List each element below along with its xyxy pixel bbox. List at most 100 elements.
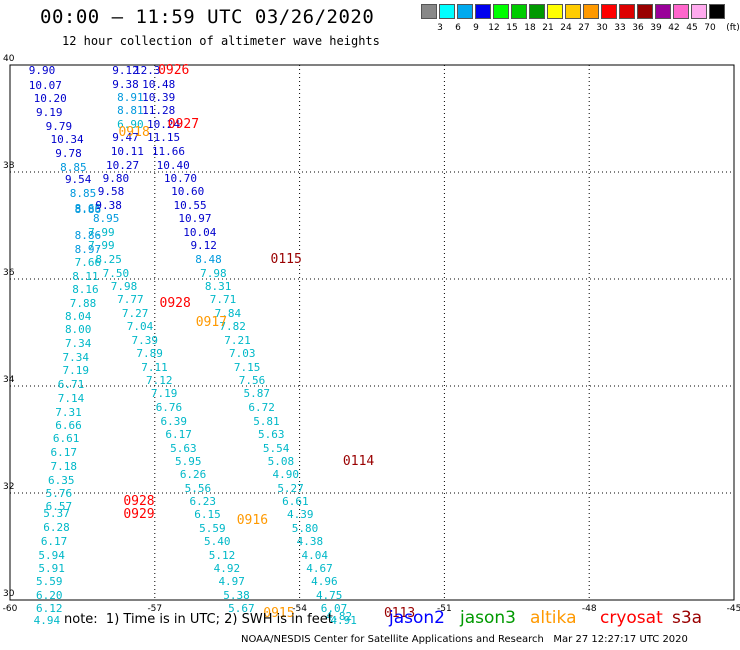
legend-label: 18 (524, 23, 536, 33)
wave-height-value: 4.67 (306, 561, 333, 575)
wave-height-value: 8.86 (74, 228, 102, 242)
wave-height-value: 6.12 (35, 602, 63, 616)
pass-time-label: 0114 (342, 453, 375, 469)
wave-height-value: 5.63 (258, 428, 285, 442)
wave-height-value: 7.11 (141, 360, 168, 374)
wave-height-value: 7.99 (88, 225, 115, 239)
wave-height-value: 10.70 (163, 171, 198, 185)
wave-height-value: 10.39 (142, 91, 176, 105)
lat-tick-label: 30 (3, 589, 15, 599)
legend-swatch (529, 4, 545, 19)
wave-height-value: 6.72 (248, 401, 275, 415)
wave-height-value: 10.97 (178, 212, 212, 225)
wave-height-value: 4.91 (330, 614, 357, 628)
lat-tick-label: 34 (3, 375, 15, 385)
pass-time-label: 0926 (158, 63, 190, 79)
wave-height-value: 7.89 (136, 347, 163, 361)
lon-tick-label: -57 (147, 604, 162, 614)
wave-height-value: 7.27 (121, 306, 149, 320)
wave-height-value: 5.59 (35, 575, 63, 589)
wave-height-value: 4.90 (272, 468, 299, 482)
lon-tick-label: -45 (727, 604, 740, 614)
wave-height-value: 7.77 (117, 293, 144, 307)
wave-height-value: 5.81 (253, 414, 280, 428)
wave-height-value: 5.76 (45, 487, 73, 500)
wave-height-value: 7.12 (146, 374, 173, 388)
wave-height-value: 6.17 (40, 535, 68, 549)
map-graticule (10, 65, 734, 600)
wave-height-value: 10.11 (110, 144, 144, 158)
wave-height-value: 7.19 (150, 387, 178, 401)
wave-height-value: 7.66 (74, 255, 102, 269)
wave-height-value: 7.71 (209, 293, 237, 307)
wave-height-value: 5.95 (175, 454, 202, 468)
legend-label: 70 (704, 23, 716, 33)
legend-swatch (511, 4, 527, 19)
wave-height-value: 6.66 (55, 419, 82, 433)
mission-label-jason3: jason3 (460, 608, 516, 628)
pass-time-label: 0115 (270, 251, 302, 267)
lat-tick-label: 36 (3, 268, 15, 278)
wave-height-value: 9.58 (97, 185, 125, 199)
wave-height-value: 7.39 (131, 333, 159, 347)
wave-height-value: 6.61 (282, 495, 309, 509)
legend-label: 6 (455, 23, 461, 33)
wave-height-value: 6.90 (117, 117, 144, 131)
mission-label-s3a: s3a (672, 608, 703, 628)
legend-label: 9 (473, 23, 479, 33)
wave-height-value: 4.92 (213, 561, 241, 575)
legend-swatch (691, 4, 707, 19)
legend-swatch (457, 4, 473, 19)
wave-height-value: 10.48 (142, 77, 176, 91)
wave-height-value: 5.37 (43, 507, 70, 521)
footer-timestamp: Mar 27 12:27:17 UTC 2020 (553, 634, 688, 645)
legend-swatch (547, 4, 563, 19)
wave-height-value: 6.20 (35, 588, 63, 602)
wave-height-value: 7.82 (219, 320, 246, 334)
wave-height-value: 6.28 (43, 521, 70, 535)
legend-label: 30 (596, 23, 608, 33)
wave-height-value: 5.67 (228, 602, 255, 616)
wave-height-value: 4.97 (218, 575, 245, 589)
wave-height-value: 4.38 (296, 535, 324, 549)
wave-height-value: 7.04 (126, 320, 154, 334)
wave-height-value: 5.27 (277, 481, 304, 495)
legend-swatch (709, 4, 725, 19)
wave-height-value: 7.21 (224, 333, 251, 347)
wave-height-value: 7.98 (200, 266, 227, 280)
wave-height-value: 5.08 (267, 454, 295, 468)
wave-height-value: 5.63 (170, 441, 197, 455)
pass-time-label: 0927 (167, 116, 200, 132)
legend-label: 24 (560, 23, 572, 33)
wave-height-value: 10.34 (50, 133, 84, 147)
wave-height-value: 6.71 (57, 377, 85, 391)
wave-height-value: 6.57 (45, 500, 73, 514)
lat-tick-label: 32 (3, 482, 14, 492)
wave-height-value: 5.56 (184, 481, 212, 495)
wave-height-value: 7.99 (88, 239, 115, 253)
legend-swatch (601, 4, 617, 19)
wave-height-value: 7.88 (69, 296, 97, 310)
wave-height-value: 10.24 (147, 117, 181, 131)
wave-height-value: 4.39 (286, 508, 314, 522)
wave-height-value: 4.82 (325, 610, 353, 624)
legend-swatch (637, 4, 653, 19)
page-subtitle: 12 hour collection of altimeter wave hei… (62, 34, 380, 48)
wave-height-value: 9.78 (55, 147, 82, 161)
wave-height-value: 9.12 (190, 239, 217, 253)
legend-swatch (493, 4, 509, 19)
wave-height-value: 7.34 (62, 351, 90, 365)
wave-height-value: 10.27 (105, 158, 140, 172)
pass-time-label: 0113 (383, 606, 416, 622)
wave-height-value: 6.07 (320, 602, 348, 616)
legend-swatch (565, 4, 581, 19)
wave-height-value: 8.91 (117, 91, 144, 105)
wave-height-value: 6.17 (165, 428, 192, 442)
wave-height-value: 9.12 (112, 64, 139, 78)
wave-height-value: 11.15 (147, 131, 181, 145)
wave-height-value: 10.60 (171, 185, 205, 199)
mission-label-jason2: jason2 (389, 608, 445, 628)
wave-height-value: 8.25 (95, 252, 122, 266)
legend-swatch (475, 4, 491, 19)
pass-time-label: 0917 (195, 314, 228, 330)
